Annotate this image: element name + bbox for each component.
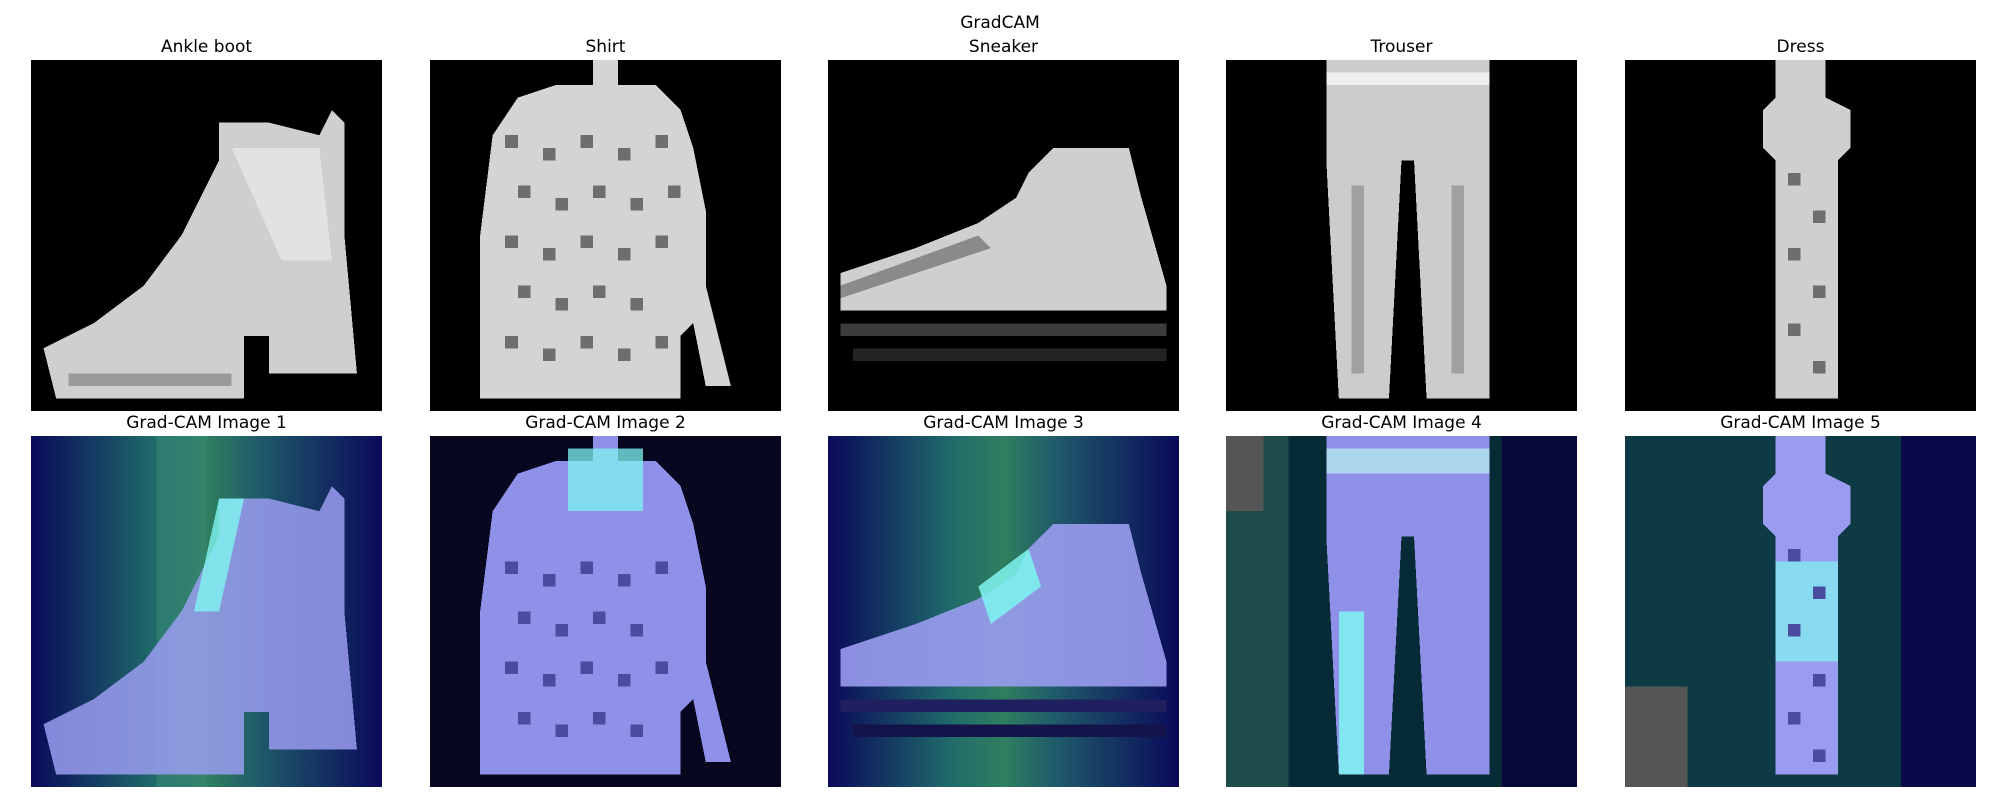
dress-heatmap-icon [1625, 436, 1976, 787]
gradcam-image-shirt [430, 436, 781, 787]
gradcam-title-5: Grad-CAM Image 5 [1720, 413, 1881, 433]
original-image-dress [1625, 60, 1976, 411]
image-title-2: Shirt [585, 37, 626, 57]
gradcam-title-4: Grad-CAM Image 4 [1321, 413, 1482, 433]
gradcam-image-sneaker [828, 436, 1179, 787]
ankle-boot-icon [31, 60, 382, 411]
trouser-heatmap-icon [1226, 436, 1577, 787]
gradcam-image-ankle-boot [31, 436, 382, 787]
shirt-icon [430, 60, 781, 411]
image-title-4: Trouser [1370, 37, 1433, 57]
sneaker-heatmap-icon [828, 436, 1179, 787]
gradcam-title-3: Grad-CAM Image 3 [923, 413, 1084, 433]
sneaker-icon [828, 60, 1179, 411]
gradcam-image-trouser [1226, 436, 1577, 787]
trouser-icon [1226, 60, 1577, 411]
shirt-heatmap-icon [430, 436, 781, 787]
dress-icon [1625, 60, 1976, 411]
image-title-3: Sneaker [968, 37, 1039, 57]
original-image-sneaker [828, 60, 1179, 411]
original-image-ankle-boot [31, 60, 382, 411]
gradcam-title-2: Grad-CAM Image 2 [525, 413, 686, 433]
image-title-5: Dress [1776, 37, 1825, 57]
gradcam-title-1: Grad-CAM Image 1 [126, 413, 287, 433]
image-title-1: Ankle boot [160, 37, 253, 57]
original-image-shirt [430, 60, 781, 411]
figure-title: GradCAM [960, 13, 1040, 33]
gradcam-image-dress [1625, 436, 1976, 787]
ankle-boot-heatmap-icon [31, 436, 382, 787]
original-image-trouser [1226, 60, 1577, 411]
